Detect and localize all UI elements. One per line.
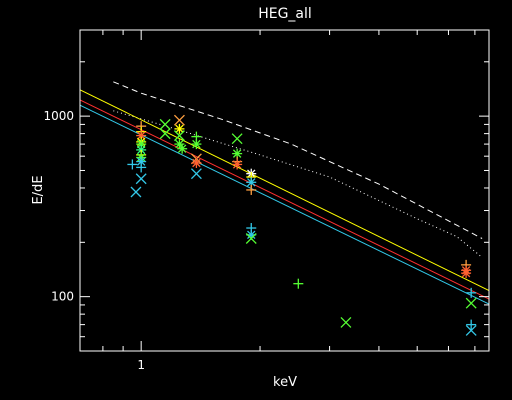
- series-line-dashed-1: [113, 81, 483, 239]
- data-point-x: [135, 173, 147, 185]
- data-point-x: [159, 118, 171, 130]
- data-point-x: [231, 133, 243, 145]
- data-point-x: [173, 130, 185, 142]
- data-point-x: [130, 186, 142, 198]
- data-point-x: [159, 128, 171, 140]
- data-point-star: [174, 123, 185, 134]
- data-point-x: [245, 233, 257, 244]
- plot-frame: [79, 29, 490, 352]
- chart-title: HEG_all: [258, 6, 312, 22]
- x-tick-label: 1: [137, 358, 145, 372]
- data-point-plus: [466, 319, 477, 330]
- data-point-x: [190, 168, 202, 180]
- data-point-plus: [466, 287, 477, 298]
- data-point-x: [340, 316, 352, 328]
- data-point-x: [465, 324, 477, 336]
- series-line-solid-5: [80, 104, 489, 305]
- data-point-star: [232, 159, 243, 170]
- data-point-plus: [293, 278, 304, 289]
- data-point-star: [191, 139, 202, 150]
- data-point-x: [173, 114, 185, 126]
- series-line-solid-4: [80, 99, 489, 300]
- x-axis-label: keV: [273, 375, 297, 390]
- data-point-plus: [246, 184, 257, 195]
- y-tick-label: 1000: [43, 109, 74, 123]
- data-point-star: [246, 177, 257, 188]
- series-line-solid-3: [80, 89, 489, 292]
- data-point-plus: [127, 159, 138, 170]
- y-axis-label: E/dE: [31, 175, 46, 204]
- data-point-star: [461, 268, 472, 279]
- data-point-plus: [136, 162, 147, 173]
- data-point-x: [465, 297, 477, 309]
- y-tick-label: 100: [51, 290, 74, 304]
- data-point-star: [191, 158, 202, 169]
- data-point-star: [177, 143, 188, 154]
